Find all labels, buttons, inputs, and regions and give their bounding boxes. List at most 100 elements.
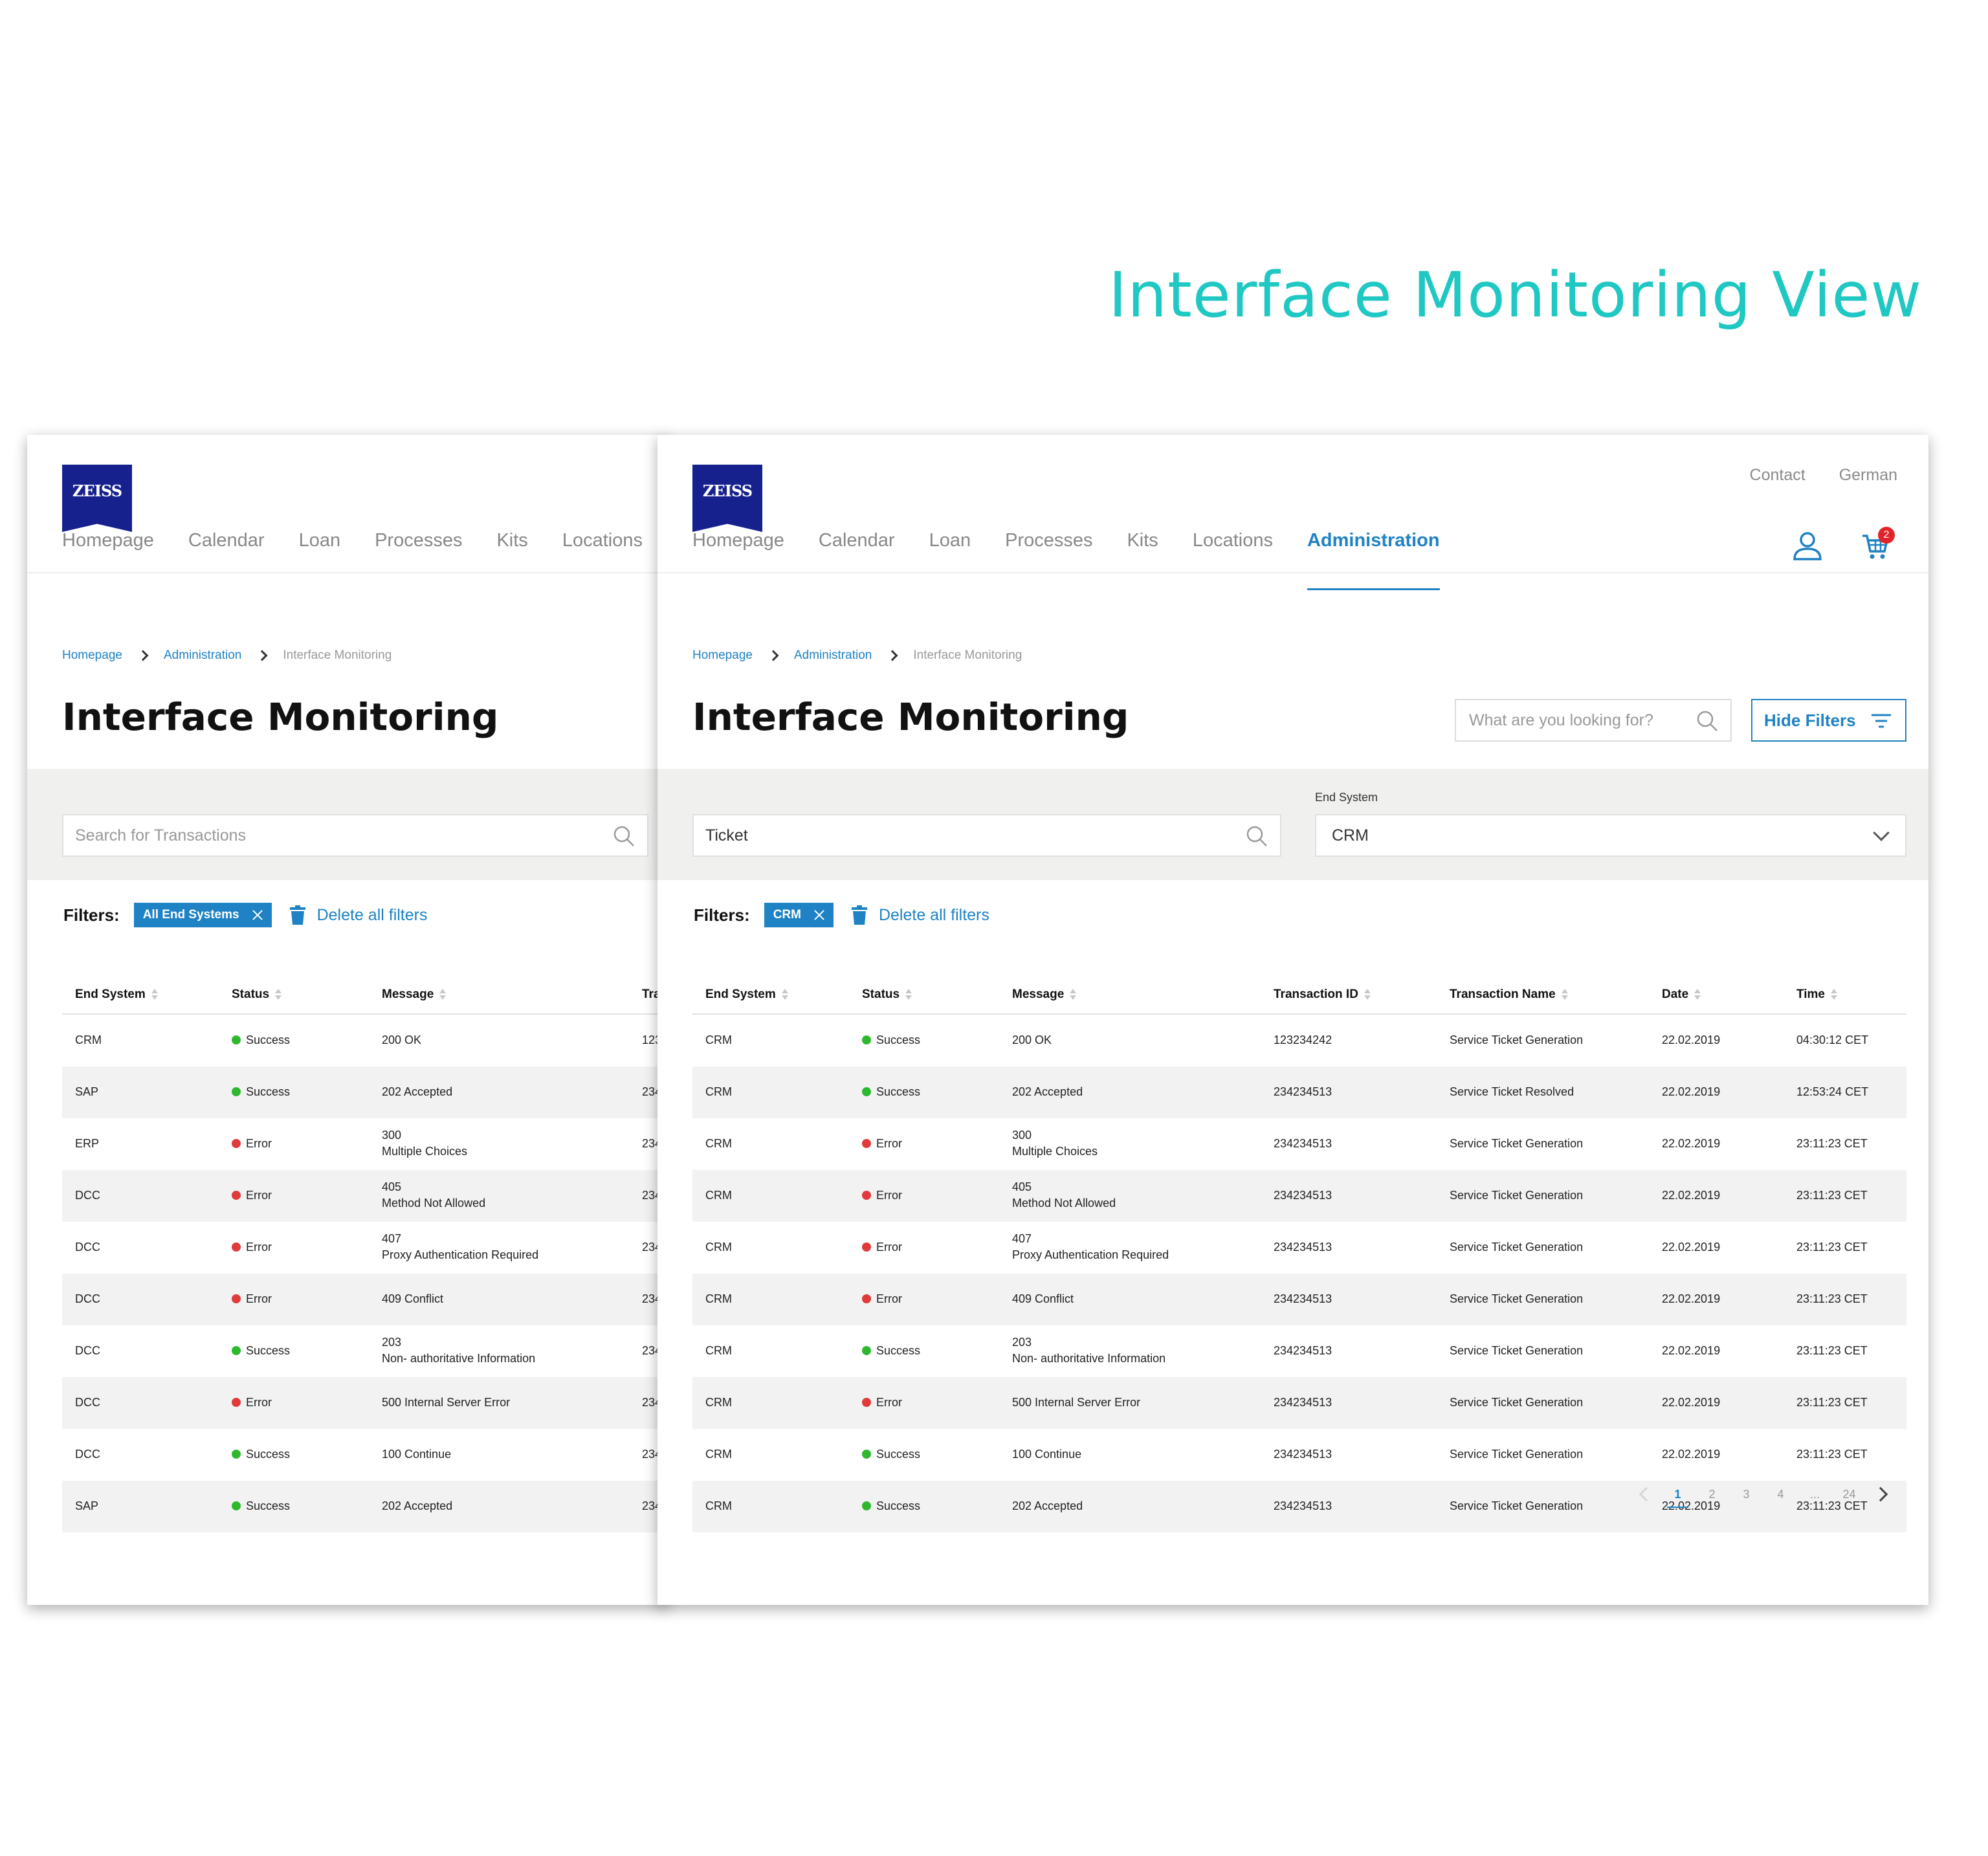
table-row[interactable]: CRM Error 405 Method Not Allowed 234234513 Se… (692, 1170, 1906, 1222)
table-row[interactable]: CRM Success 200 OK 123 (62, 1015, 668, 1066)
table-row[interactable]: DCC Success 100 Continue 234 (62, 1429, 668, 1481)
cell-message: 200 OK (382, 1032, 421, 1048)
zeiss-logo[interactable]: ZEISS (62, 465, 132, 532)
status-dot-icon (232, 1398, 241, 1407)
nav-item-locations[interactable]: Locations (1192, 530, 1273, 551)
nav-item-administration[interactable]: Administration (1307, 527, 1440, 590)
search-icon[interactable] (1695, 709, 1719, 733)
cell-end-system: DCC (75, 1241, 100, 1254)
search-icon[interactable] (1245, 824, 1268, 848)
page-3[interactable]: 3 (1743, 1488, 1750, 1501)
table-row[interactable]: CRM Error 409 Conflict 234234513 Service Tic… (692, 1274, 1906, 1325)
table-row[interactable]: CRM Error 500 Internal Server Error 2342345… (692, 1377, 1906, 1429)
breadcrumb-homepage[interactable]: Homepage (62, 648, 122, 662)
cell-time: 23:11:23 CET (1796, 1499, 1868, 1512)
search-icon[interactable] (612, 824, 635, 848)
chevron-left-icon[interactable] (1639, 1486, 1654, 1502)
column-status[interactable]: Status (862, 988, 912, 1002)
message-code: 202 Accepted (382, 1499, 453, 1512)
cell-transaction-id: 234234513 (1274, 1499, 1332, 1512)
column-status[interactable]: Status (232, 988, 282, 1002)
transaction-search-input[interactable] (694, 815, 1163, 856)
table-row[interactable]: CRM Success 200 OK 123234242 Service Ticket … (692, 1015, 1906, 1066)
close-icon[interactable] (252, 910, 263, 920)
cell-end-system: CRM (705, 1085, 732, 1098)
column-date[interactable]: Date (1662, 988, 1701, 1002)
sort-icon (1364, 989, 1371, 1000)
delete-all-filters-button[interactable]: Delete all filters (851, 905, 989, 925)
breadcrumb-homepage[interactable]: Homepage (692, 648, 753, 662)
table-row[interactable]: CRM Success 203 Non- authoritative Informat… (692, 1325, 1906, 1377)
table-row[interactable]: CRM Success 202 Accepted 234234513 Service T… (692, 1066, 1906, 1118)
table-row[interactable]: CRM Error 407 Proxy Authentication Required… (692, 1222, 1906, 1274)
page-4[interactable]: 4 (1777, 1488, 1784, 1501)
nav-item-homepage[interactable]: Homepage (692, 530, 784, 551)
column-end-system[interactable]: End System (75, 988, 159, 1002)
top-links: Contact German (1750, 466, 1897, 485)
status-text: Success (246, 1448, 291, 1461)
page-2[interactable]: 2 (1708, 1488, 1716, 1501)
nav-item-calendar[interactable]: Calendar (818, 530, 895, 551)
close-icon[interactable] (814, 910, 824, 920)
transaction-search-input[interactable] (63, 815, 531, 856)
table-row[interactable]: DCC Error 405 Method Not Allowed 234 (62, 1170, 668, 1222)
message-text: Method Not Allowed (1012, 1197, 1116, 1210)
cell-message: 409 Conflict (382, 1291, 443, 1307)
table-row[interactable]: DCC Success 203 Non- authoritative Informat… (62, 1325, 668, 1377)
contact-link[interactable]: Contact (1749, 466, 1806, 484)
table-row[interactable]: ERP Error 300 Multiple Choices 234 (62, 1118, 668, 1170)
zeiss-logo[interactable]: ZEISS (692, 465, 762, 532)
table-row[interactable]: CRM Success 100 Continue 234234513 Service T… (692, 1429, 1906, 1481)
nav-item-calendar[interactable]: Calendar (188, 530, 265, 551)
active-filters: Filters: All End Systems Delete all filt… (63, 902, 427, 928)
hide-filters-button[interactable]: Hide Filters (1751, 699, 1906, 742)
table-row[interactable]: CRM Success 202 Accepted 234234513 Service T… (692, 1481, 1906, 1532)
column-transaction-id[interactable]: Transaction ID (1274, 988, 1371, 1002)
status-text: Success (246, 1085, 291, 1098)
nav-item-loan[interactable]: Loan (929, 530, 971, 551)
table-row[interactable]: SAP Success 202 Accepted 234 (62, 1066, 668, 1118)
cell-message: 500 Internal Server Error (1012, 1395, 1140, 1411)
pagination-ellipsis: ... (1809, 1488, 1820, 1501)
table-row[interactable]: DCC Error 407 Proxy Authentication Required… (62, 1222, 668, 1274)
breadcrumb-administration[interactable]: Administration (163, 648, 242, 662)
nav-item-kits[interactable]: Kits (1127, 530, 1158, 551)
nav-item-processes[interactable]: Processes (1005, 530, 1093, 551)
sort-icon (1561, 989, 1569, 1000)
table-row[interactable]: DCC Error 409 Conflict 234 (62, 1274, 668, 1325)
user-icon[interactable] (1793, 531, 1822, 560)
column-message[interactable]: Message (1012, 988, 1077, 1002)
column-time[interactable]: Time (1796, 988, 1838, 1002)
global-search-input[interactable] (1456, 700, 1676, 740)
breadcrumb-administration[interactable]: Administration (793, 648, 872, 662)
column-transaction-id[interactable]: Tra (642, 988, 661, 1001)
transaction-search (692, 814, 1281, 857)
cell-transaction-id: 234234513 (1274, 1085, 1332, 1098)
cell-message: 202 Accepted (382, 1084, 452, 1100)
cart-icon[interactable] (1861, 532, 1890, 560)
filter-chip-end-system[interactable]: All End Systems (133, 903, 272, 927)
page-1[interactable]: 1 (1661, 1485, 1695, 1508)
cell-transaction-id: 234234513 (1274, 1241, 1332, 1254)
delete-all-filters-button[interactable]: Delete all filters (289, 905, 427, 925)
table-row[interactable]: CRM Error 300 Multiple Choices 234234513 Serv… (692, 1118, 1906, 1170)
table-row[interactable]: DCC Error 500 Internal Server Error 234 (62, 1377, 668, 1429)
column-end-system[interactable]: End System (705, 988, 789, 1002)
message-code: 405 (382, 1180, 402, 1193)
chevron-down-icon (1873, 824, 1890, 841)
nav-item-loan[interactable]: Loan (298, 530, 341, 551)
cell-transaction-id: 234 (642, 1189, 662, 1202)
nav-item-processes[interactable]: Processes (375, 530, 463, 551)
end-system-select[interactable]: CRM (1315, 814, 1906, 857)
nav-item-kits[interactable]: Kits (496, 530, 528, 551)
nav-item-homepage[interactable]: Homepage (62, 530, 154, 551)
page-24[interactable]: 24 (1842, 1488, 1856, 1501)
column-message[interactable]: Message (382, 988, 447, 1002)
table-row[interactable]: SAP Success 202 Accepted 234 (62, 1481, 668, 1532)
language-switch[interactable]: German (1839, 466, 1897, 484)
main-nav: Homepage Calendar Loan Processes Kits Lo… (62, 527, 643, 572)
filter-chip-crm[interactable]: CRM (764, 903, 834, 927)
nav-item-locations[interactable]: Locations (562, 530, 643, 551)
chevron-right-icon[interactable] (1873, 1486, 1888, 1502)
column-transaction-name[interactable]: Transaction Name (1450, 988, 1569, 1002)
